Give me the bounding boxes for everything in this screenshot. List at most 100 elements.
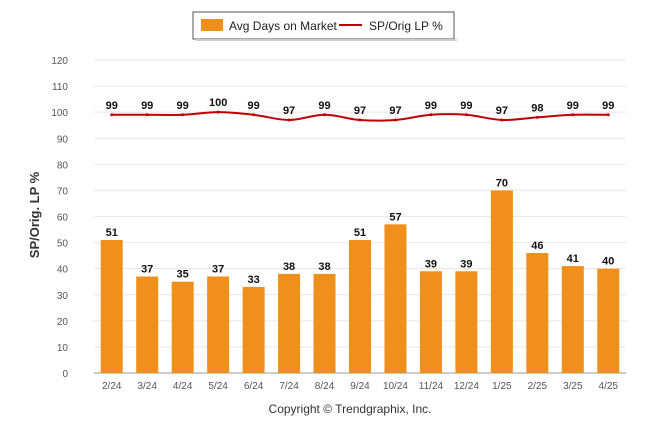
x-tick-label: 3/24	[137, 381, 157, 392]
bar-value-label: 38	[318, 261, 330, 273]
bar-value-label: 35	[177, 269, 189, 281]
x-tick-label: 12/24	[454, 381, 479, 392]
x-tick-label: 2/25	[528, 381, 548, 392]
line-series: 99 99 99 100 99 97 99 97 97 99 99 97 98 99 99	[106, 97, 614, 122]
line-point	[393, 118, 397, 122]
bar	[278, 273, 301, 373]
x-tick-label: 4/24	[173, 381, 193, 392]
bar-value-label: 39	[460, 258, 472, 270]
y-axis-title: SP/Orig. LP %	[27, 171, 42, 258]
legend-box-shadow	[196, 39, 457, 41]
bar-value-label: 38	[283, 261, 295, 273]
x-tick-label: 3/25	[563, 381, 583, 392]
bar	[561, 266, 584, 373]
x-tick-label: 7/24	[279, 381, 299, 392]
line-value-label: 97	[283, 105, 295, 117]
line-value-label: 99	[318, 100, 330, 112]
y-tick-label: 120	[51, 56, 68, 67]
legend-box	[192, 11, 455, 40]
y-tick-label: 40	[57, 265, 69, 276]
legend-bar-swatch	[201, 19, 223, 31]
x-tick-label: 9/24	[350, 381, 370, 392]
x-axis-ticks: 2/24 3/24 4/24 5/24 6/24 7/24 8/24 9/24 10/24 11/…	[102, 381, 618, 392]
line-value-label: 98	[531, 102, 543, 114]
legend-line-label: SP/Orig LP %	[369, 19, 443, 33]
bar	[490, 190, 513, 373]
y-tick-label: 50	[57, 239, 69, 250]
y-tick-label: 30	[57, 291, 69, 302]
line-point	[323, 113, 327, 117]
bar-value-label: 41	[567, 253, 579, 265]
line-value-label: 97	[389, 105, 401, 117]
line-value-label: 97	[354, 105, 366, 117]
bar	[136, 276, 159, 373]
bar-value-label: 51	[354, 227, 366, 239]
copyright-footer: Copyright © Trendgraphix, Inc.	[269, 402, 432, 416]
line-point	[464, 113, 468, 117]
line-point	[110, 113, 114, 117]
y-tick-label: 20	[57, 317, 69, 328]
y-tick-label: 100	[51, 108, 68, 119]
line-point	[571, 113, 575, 117]
bar	[242, 286, 265, 373]
bar-value-label: 70	[496, 177, 508, 189]
bar	[349, 239, 371, 373]
bar	[384, 224, 407, 373]
line-point	[181, 113, 185, 117]
x-tick-label: 6/24	[244, 381, 264, 392]
x-tick-label: 5/24	[208, 381, 228, 392]
y-tick-label: 60	[57, 213, 69, 224]
line-point	[606, 113, 610, 117]
y-tick-label: 70	[57, 186, 69, 197]
bar-value-label: 46	[531, 240, 543, 252]
legend: Avg Days on Market SP/Orig LP %	[192, 11, 457, 41]
x-tick-label: 8/24	[315, 381, 335, 392]
bar	[597, 268, 620, 373]
line-point	[500, 118, 504, 122]
line-value-label: 99	[567, 100, 579, 112]
legend-bar-label: Avg Days on Market	[229, 19, 337, 33]
line-value-label: 97	[496, 105, 508, 117]
bar	[313, 273, 336, 373]
y-tick-label: 90	[57, 134, 69, 145]
line-value-label: 99	[460, 100, 472, 112]
x-tick-label: 10/24	[383, 381, 408, 392]
line-point	[252, 113, 256, 117]
line-value-label: 99	[106, 100, 118, 112]
bar-value-label: 37	[212, 263, 224, 275]
line-value-label: 99	[247, 100, 259, 112]
line-value-label: 99	[425, 100, 437, 112]
line-point	[358, 118, 362, 122]
line-point	[287, 118, 291, 122]
bar-value-label: 40	[602, 256, 614, 268]
y-tick-label: 80	[57, 160, 69, 171]
y-tick-label: 110	[52, 82, 68, 93]
x-tick-label: 11/24	[419, 381, 444, 392]
line-value-label: 99	[177, 100, 189, 112]
line-point	[535, 115, 539, 119]
line-point	[216, 110, 220, 114]
bar-value-label: 57	[389, 211, 401, 223]
bar	[171, 281, 194, 373]
line-point	[429, 113, 433, 117]
line-value-label: 99	[602, 100, 614, 112]
bar	[100, 239, 123, 373]
bar-value-label: 37	[141, 263, 153, 275]
bar-value-label: 33	[247, 274, 259, 286]
x-tick-label: 4/25	[599, 381, 619, 392]
bar	[455, 271, 478, 373]
x-tick-label: 1/25	[492, 381, 512, 392]
bars: 51 37 35 37 33 38 38 51 57 39 39 70 46 41 40	[100, 177, 620, 373]
line-value-label: 99	[141, 100, 153, 112]
y-tick-label: 0	[62, 369, 68, 380]
bar	[526, 253, 549, 373]
x-tick-label: 2/24	[102, 381, 122, 392]
y-tick-label: 10	[57, 343, 69, 354]
line-value-label: 100	[209, 97, 227, 109]
line-point	[145, 113, 149, 117]
bar	[419, 271, 442, 373]
bar-value-label: 39	[425, 258, 437, 270]
bar	[207, 276, 230, 373]
